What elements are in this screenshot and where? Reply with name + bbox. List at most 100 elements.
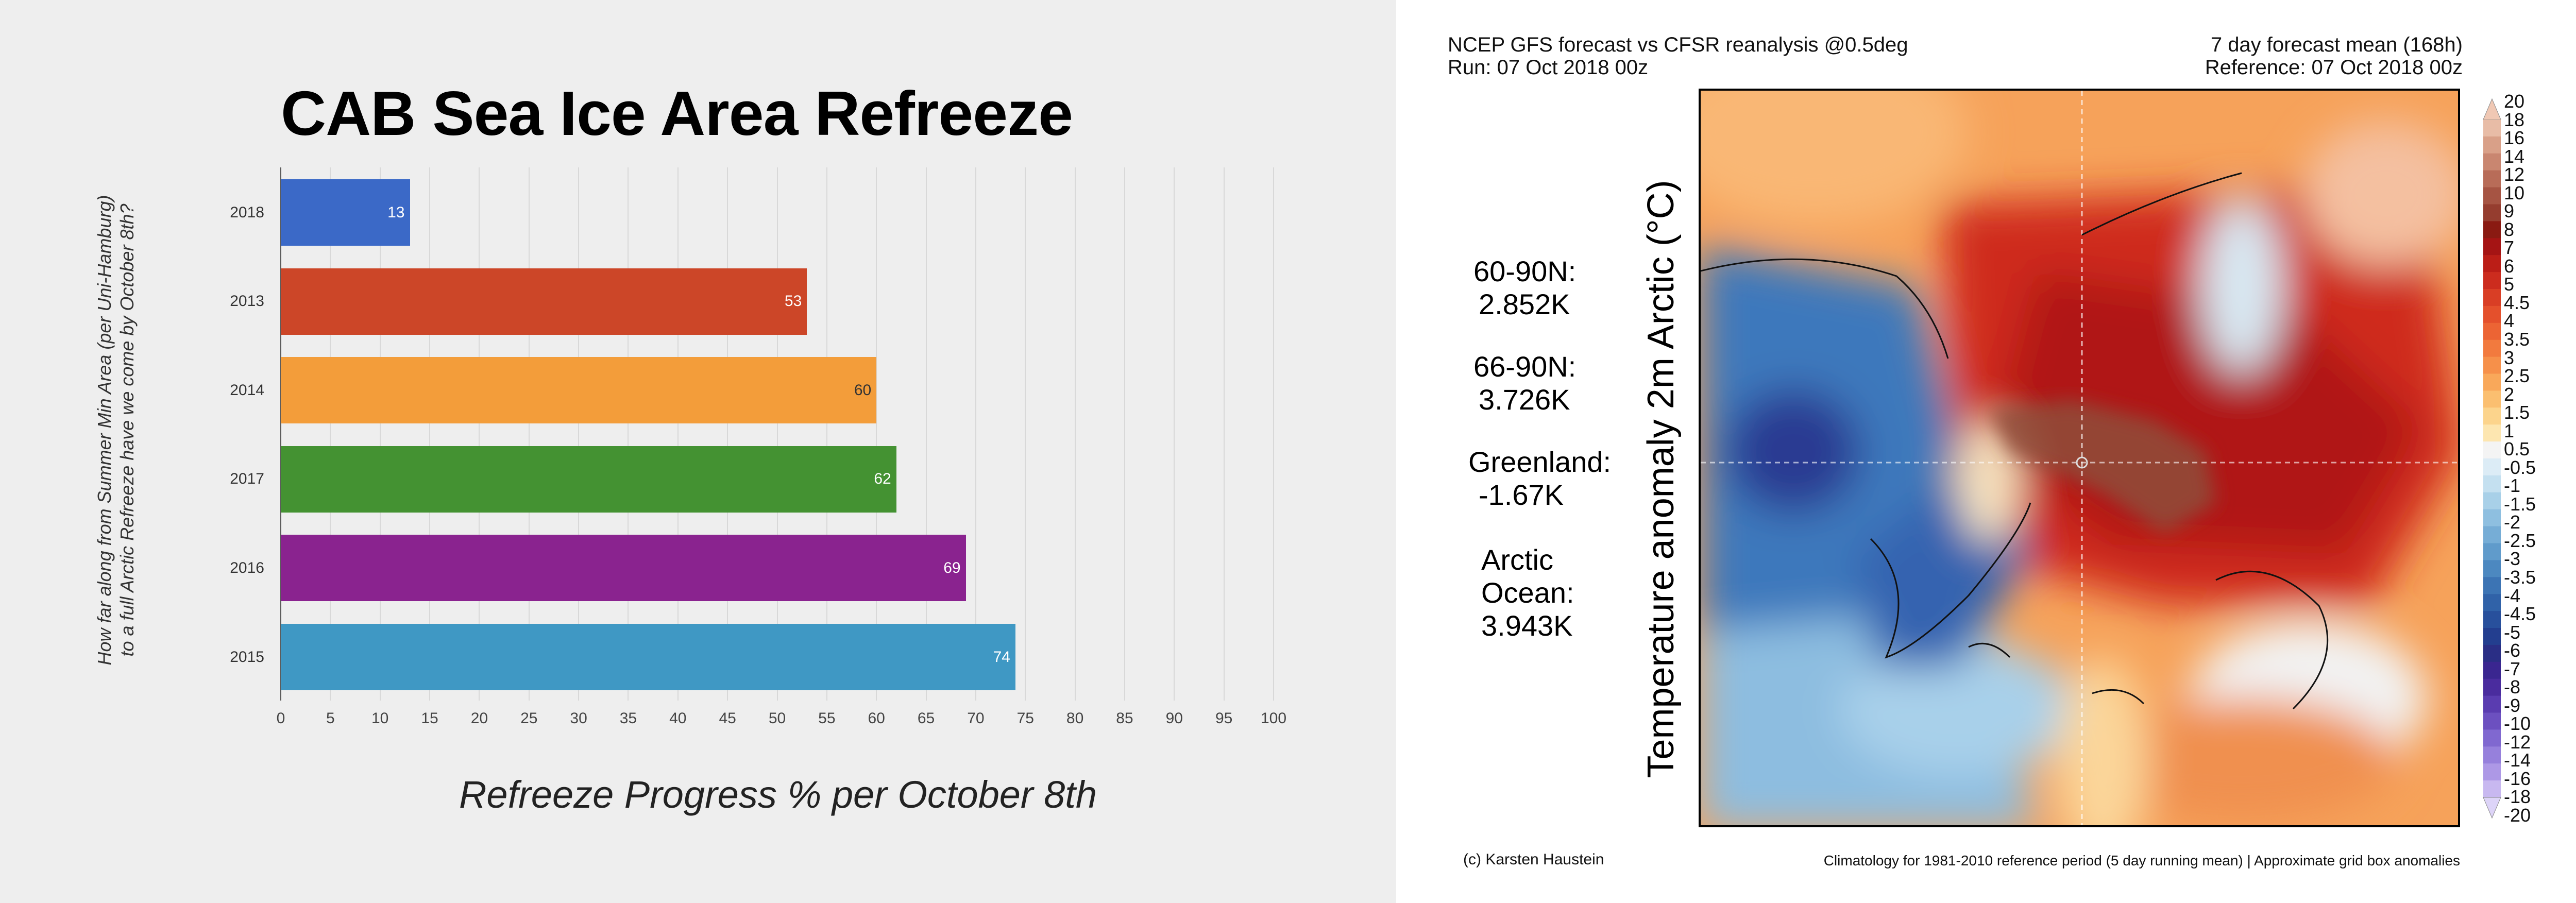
x-tick-label: 70 — [967, 710, 985, 727]
copyright: (c) Karsten Haustein — [1463, 851, 1604, 868]
colorbar-bin — [2483, 780, 2501, 798]
colorbar-tick-label: -12 — [2504, 731, 2531, 753]
bar-2017[interactable] — [281, 446, 896, 513]
bar-2013[interactable] — [281, 268, 807, 335]
bar-2015[interactable] — [281, 624, 1015, 690]
map-image — [1701, 91, 2458, 825]
colorbar-bin — [2483, 475, 2501, 493]
gridline — [727, 167, 728, 701]
chart-title: CAB Sea Ice Area Refreeze — [281, 78, 1073, 148]
x-tick-label: 10 — [371, 710, 389, 727]
x-tick-label: 45 — [719, 710, 736, 727]
colorbar-tick-label: 3 — [2504, 347, 2515, 368]
colorbar-bin — [2483, 492, 2501, 510]
y-axis-label-line: to a full Arctic Refreeze have we come b… — [116, 203, 138, 657]
colorbar-bin — [2483, 441, 2501, 459]
colorbar-bin — [2483, 305, 2501, 323]
stat-label: 60-90N: — [1473, 255, 1577, 287]
colorbar-tick-label: 1 — [2504, 420, 2515, 441]
bar-2014[interactable] — [281, 357, 877, 424]
colorbar-tick-label: -8 — [2504, 676, 2521, 698]
colorbar-tick-label: 14 — [2504, 145, 2525, 167]
colorbar-bin — [2483, 238, 2501, 255]
stat-value: 2.852K — [1479, 288, 1570, 320]
gridline — [975, 167, 976, 701]
colorbar-bin — [2483, 136, 2501, 154]
colorbar-tick-label: -4 — [2504, 585, 2521, 606]
map-header-left: NCEP GFS forecast vs CFSR reanalysis @0.… — [1448, 33, 1908, 79]
colorbar-tick-label: -1.5 — [2504, 493, 2536, 515]
gridline — [826, 167, 827, 701]
x-tick-label: 30 — [570, 710, 587, 727]
colorbar-tick-label: -7 — [2504, 658, 2521, 679]
colorbar-tick-label: 20 — [2504, 91, 2525, 112]
gridline — [429, 167, 431, 701]
colorbar-tick-label: 1.5 — [2504, 402, 2530, 423]
colorbar-tick-label: 4 — [2504, 310, 2515, 332]
gridline — [379, 167, 381, 701]
y-tick-label: 2017 — [230, 470, 264, 488]
colorbar-bin — [2483, 272, 2501, 289]
colorbar-tick-label: -5 — [2504, 621, 2521, 643]
stat-value: 3.726K — [1479, 383, 1570, 416]
colorbar-bin — [2483, 221, 2501, 238]
x-tick-label: 5 — [326, 710, 335, 727]
colorbar-tick-label: 5 — [2504, 274, 2515, 295]
gridline — [280, 167, 281, 701]
gridline — [1273, 167, 1274, 701]
x-tick-label: 40 — [669, 710, 687, 727]
colorbar-bin — [2483, 153, 2501, 171]
bar-2018[interactable] — [281, 179, 410, 246]
gridline — [528, 167, 530, 701]
bar-value-label: 62 — [874, 470, 891, 488]
temperature-anomaly-map — [1699, 89, 2460, 827]
x-tick-label: 100 — [1260, 710, 1287, 727]
stat-label: Arctic Ocean: — [1481, 543, 1574, 609]
colorbar-tick-label: 2 — [2504, 383, 2515, 405]
colorbar-bin — [2483, 373, 2501, 391]
bar-value-label: 13 — [387, 203, 405, 221]
colorbar-min-arrow — [2483, 797, 2501, 819]
colorbar-bin — [2483, 170, 2501, 188]
y-tick-label: 2013 — [230, 293, 264, 310]
colorbar-tick-label: 6 — [2504, 255, 2515, 277]
colorbar-tick-label: -18 — [2504, 786, 2531, 808]
colorbar-bin — [2483, 695, 2501, 713]
gridline — [1223, 167, 1225, 701]
colorbar-bin — [2483, 661, 2501, 679]
y-tick-label: 2015 — [230, 648, 264, 666]
colorbar-bin — [2483, 322, 2501, 340]
colorbar-tick-label: 12 — [2504, 164, 2525, 185]
colorbar-bin — [2483, 644, 2501, 662]
colorbar-tick-label: -20 — [2504, 805, 2531, 826]
colorbar-tick-label: -16 — [2504, 768, 2531, 789]
y-tick-label: 2014 — [230, 381, 264, 399]
colorbar-bin — [2483, 204, 2501, 222]
gridline — [677, 167, 679, 701]
stat-label: 66-90N: — [1473, 350, 1577, 383]
colorbar-max-arrow — [2483, 98, 2501, 120]
stat-value: -1.67K — [1479, 479, 1564, 511]
x-tick-label: 60 — [868, 710, 885, 727]
colorbar-tick-label: -2.5 — [2504, 530, 2536, 551]
colorbar-tick-label: 4.5 — [2504, 292, 2530, 313]
gridline — [479, 167, 480, 701]
y-tick-label: 2018 — [230, 203, 264, 221]
map-y-axis-label: Temperature anomaly 2m Arctic (°C) — [1640, 180, 1682, 778]
colorbar-bin — [2483, 120, 2501, 137]
colorbar-bin — [2483, 763, 2501, 781]
bar-value-label: 74 — [993, 648, 1010, 666]
colorbar-bin — [2483, 746, 2501, 764]
colorbar-tick-label: 3.5 — [2504, 329, 2530, 350]
colorbar-tick-label: 0.5 — [2504, 438, 2530, 460]
map-header-right: 7 day forecast mean (168h) Reference: 07… — [2205, 33, 2463, 79]
colorbar-tick-label: -4.5 — [2504, 603, 2536, 625]
colorbar-tick-label: 7 — [2504, 237, 2515, 259]
x-tick-label: 95 — [1215, 710, 1233, 727]
colorbar-tick-label: 9 — [2504, 200, 2515, 222]
bar-2016[interactable] — [281, 535, 966, 602]
bar-value-label: 69 — [943, 559, 961, 576]
colorbar-bin — [2483, 678, 2501, 696]
x-tick-label: 85 — [1116, 710, 1133, 727]
colorbar-tick-label: -0.5 — [2504, 456, 2536, 478]
